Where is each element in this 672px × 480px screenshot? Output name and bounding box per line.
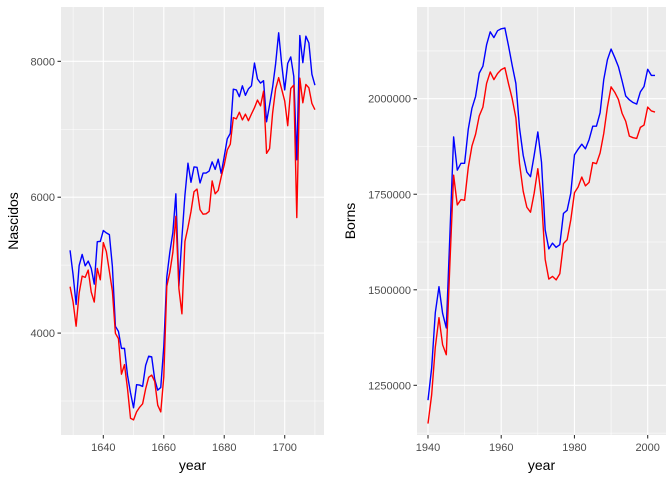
panel-left: 1640 1660 1680 1700 4000 6000 8000 year Nasci…	[5, 7, 324, 473]
panel-left-series-line-blue	[69, 32, 316, 409]
panel-left-background	[61, 7, 324, 435]
panel-right-gridlines	[417, 7, 666, 435]
panel-right-x-tick-label: 1960	[489, 442, 513, 454]
panel-right-y-tick-label: 1500000	[368, 285, 411, 297]
panel-left-y-axis-title: Nascidos	[5, 192, 21, 250]
panel-right-x-tick-label: 1980	[562, 442, 586, 454]
panel-left-series-line-red	[69, 76, 316, 421]
panel-left-x-tick-label: 1660	[152, 442, 176, 454]
panel-right-series	[427, 27, 656, 424]
panel-right: 1940 1960 1980 2000 1250000 1500000 1750000 20…	[342, 7, 666, 473]
panel-left-x-axis-title: year	[179, 457, 207, 473]
panel-left-x-tick-label: 1640	[91, 442, 115, 454]
panel-right-x-tick-label: 1940	[416, 442, 440, 454]
panel-left-y-tick-label: 6000	[31, 192, 55, 204]
panel-right-y-axis: 1250000 1500000 1750000 2000000	[368, 94, 417, 392]
panel-left-y-tick-label: 8000	[31, 56, 55, 68]
panel-right-x-axis-title: year	[528, 457, 556, 473]
panel-right-y-tick-label: 1750000	[368, 189, 411, 201]
panel-left-x-tick-label: 1700	[272, 442, 296, 454]
panel-left-y-tick-label: 4000	[31, 328, 55, 340]
panel-left-x-tick-label: 1680	[212, 442, 236, 454]
panel-left-series	[69, 32, 316, 421]
panel-right-x-axis: 1940 1960 1980 2000	[416, 435, 660, 454]
panel-right-background	[417, 7, 666, 435]
panel-right-x-tick-label: 2000	[635, 442, 659, 454]
panel-right-y-tick-label: 1250000	[368, 380, 411, 392]
panel-right-series-line-red	[427, 67, 656, 424]
panel-left-x-axis: 1640 1660 1680 1700	[91, 435, 297, 454]
panel-right-y-axis-title: Borns	[342, 203, 358, 240]
panel-right-series-line-blue	[427, 27, 656, 401]
panel-right-y-tick-label: 2000000	[368, 94, 411, 106]
panel-left-y-axis: 4000 6000 8000	[31, 56, 61, 340]
